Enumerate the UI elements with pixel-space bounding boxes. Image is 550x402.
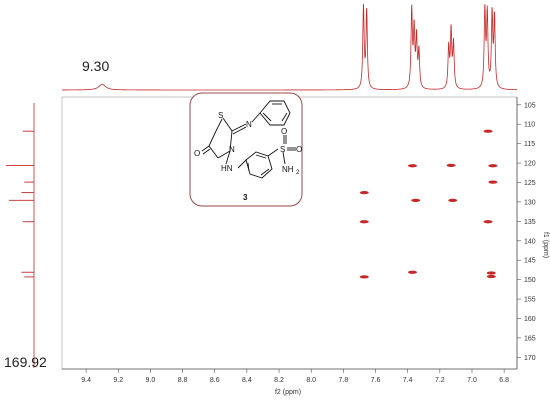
y-tick-label: 150: [524, 277, 536, 284]
x-tick-label: 8.2: [274, 377, 284, 384]
y-tick-label: 170: [524, 355, 536, 362]
cross-peak: [359, 220, 369, 224]
cross-peak: [359, 190, 369, 195]
atom-label-sulfonyl-o1: O: [281, 127, 287, 136]
proton-projection: [62, 3, 517, 91]
y-tick-label: 125: [524, 180, 536, 187]
cross-peak: [488, 180, 498, 184]
y-tick-label: 140: [524, 238, 536, 245]
y-tick-label: 130: [524, 199, 536, 206]
y-tick-label: 135: [524, 219, 536, 226]
compound-number: 3: [243, 193, 248, 202]
cross-peak: [407, 164, 417, 168]
atom-label-sulfur: S: [218, 111, 223, 120]
cross-peak: [411, 198, 421, 202]
atom-label-amine: HN: [221, 164, 233, 173]
x-tick-label: 8.6: [210, 377, 220, 384]
proton-shift-annotation: 9.30: [82, 58, 109, 74]
atom-label-oxygen: O: [194, 149, 200, 158]
y-tick-label: 120: [524, 161, 536, 168]
atom-label-amide-subscript: 2: [296, 170, 300, 176]
cross-peak: [446, 163, 456, 167]
atom-label-ring-nitrogen: N: [229, 145, 235, 154]
cross-peak: [359, 275, 369, 279]
atom-label-amide: NH: [282, 165, 294, 174]
cross-peak: [483, 220, 493, 224]
x-axis-label: f2 (ppm): [275, 389, 301, 396]
atom-label-sulfonyl-s: S: [280, 145, 285, 154]
x-tick-label: 9.4: [81, 377, 91, 384]
y-tick-label: 115: [524, 141, 535, 148]
x-tick-label: 7.0: [467, 377, 477, 384]
cross-peak: [407, 270, 417, 274]
x-tick-label: 9.2: [113, 377, 123, 384]
y-tick-label: 160: [524, 316, 536, 323]
x-tick-label: 6.8: [499, 377, 509, 384]
x-tick-label: 9.0: [146, 377, 156, 384]
structure-inset: S O N N HN S O O NH 2 3: [189, 92, 303, 207]
x-tick-label: 8.0: [306, 377, 316, 384]
x-tick-label: 7.8: [338, 377, 348, 384]
y-tick-label: 145: [524, 258, 536, 265]
cross-peak: [486, 274, 496, 279]
y-tick-label: 155: [524, 297, 536, 304]
cross-peak: [483, 129, 493, 133]
atom-label-imine-nitrogen: N: [246, 120, 252, 129]
y-tick-label: 165: [524, 335, 536, 342]
y-tick-label: 110: [524, 122, 535, 129]
y-tick-label: 105: [524, 102, 536, 109]
x-axis: 9.4 9.2 9.0 8.8 8.6 8.4 8.2 8.0 7.8 7.6 7.4 7.2 7.0 6…: [62, 368, 517, 384]
cross-peak: [488, 164, 498, 168]
carbon-shift-annotation: 169.92: [4, 354, 47, 370]
cross-peak: [448, 198, 458, 202]
cross-peak: [486, 271, 496, 275]
y-axis-label: f1 (ppm): [542, 232, 549, 258]
x-tick-label: 7.2: [435, 377, 445, 384]
proton-spectrum-trace: [62, 3, 517, 91]
y-axis: 105 110 115 120 125 130 135 140 145 150 155 160 165 1…: [516, 97, 536, 369]
structure-box: [189, 92, 303, 207]
x-tick-label: 8.4: [242, 377, 252, 384]
atom-label-sulfonyl-o2: O: [296, 145, 302, 154]
cross-peaks: [359, 129, 498, 279]
carbon-projection: [6, 103, 35, 368]
x-tick-label: 7.4: [403, 377, 413, 384]
structure-bonds: [201, 100, 296, 179]
x-tick-label: 8.8: [178, 377, 188, 384]
x-tick-label: 7.6: [371, 377, 381, 384]
